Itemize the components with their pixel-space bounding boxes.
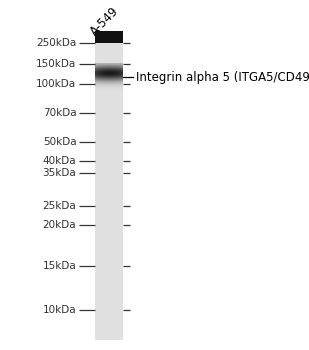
Text: 25kDa: 25kDa	[43, 201, 76, 211]
Text: 10kDa: 10kDa	[43, 306, 76, 315]
Text: Integrin alpha 5 (ITGA5/CD49e): Integrin alpha 5 (ITGA5/CD49e)	[136, 71, 309, 84]
Text: 250kDa: 250kDa	[36, 38, 76, 48]
Text: 40kDa: 40kDa	[43, 156, 76, 166]
Text: 50kDa: 50kDa	[43, 138, 76, 147]
Text: 70kDa: 70kDa	[43, 108, 76, 118]
Text: 15kDa: 15kDa	[43, 261, 76, 271]
Bar	[95, 31, 123, 340]
Text: 150kDa: 150kDa	[36, 58, 76, 69]
Text: 100kDa: 100kDa	[36, 79, 76, 89]
Text: 35kDa: 35kDa	[43, 168, 76, 178]
Text: A-549: A-549	[88, 5, 121, 38]
Text: 20kDa: 20kDa	[43, 220, 76, 230]
Bar	[95, 31, 123, 43]
